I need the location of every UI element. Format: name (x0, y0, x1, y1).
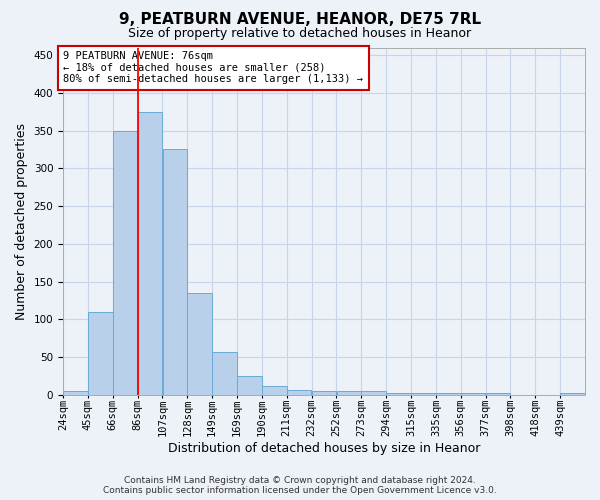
Bar (337, 391, 361, 395)
X-axis label: Distribution of detached houses by size in Heanor: Distribution of detached houses by size … (168, 442, 480, 455)
Text: Size of property relative to detached houses in Heanor: Size of property relative to detached ho… (128, 28, 472, 40)
Y-axis label: Number of detached properties: Number of detached properties (15, 122, 28, 320)
Text: 9, PEATBURN AVENUE, HEANOR, DE75 7RL: 9, PEATBURN AVENUE, HEANOR, DE75 7RL (119, 12, 481, 28)
Bar (163, 150, 187, 395)
Bar (361, 391, 386, 395)
Bar (287, 390, 311, 395)
Text: 9 PEATBURN AVENUE: 76sqm
← 18% of detached houses are smaller (258)
80% of semi-: 9 PEATBURN AVENUE: 76sqm ← 18% of detach… (64, 52, 364, 84)
Bar (436, 394, 461, 395)
Bar (312, 391, 337, 395)
Bar (486, 392, 511, 395)
Bar (237, 376, 262, 395)
Text: Contains HM Land Registry data © Crown copyright and database right 2024.
Contai: Contains HM Land Registry data © Crown c… (103, 476, 497, 495)
Bar (461, 394, 485, 395)
Bar (212, 352, 237, 395)
Bar (63, 391, 88, 395)
Bar (113, 130, 137, 395)
Bar (262, 386, 287, 395)
Bar (560, 392, 585, 395)
Bar (138, 112, 163, 395)
Bar (411, 394, 436, 395)
Bar (88, 312, 113, 395)
Bar (386, 392, 411, 395)
Bar (187, 293, 212, 395)
